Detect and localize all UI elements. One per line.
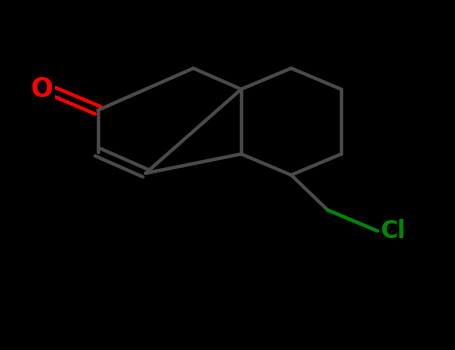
Text: O: O [31, 77, 54, 103]
Text: Cl: Cl [381, 219, 407, 243]
